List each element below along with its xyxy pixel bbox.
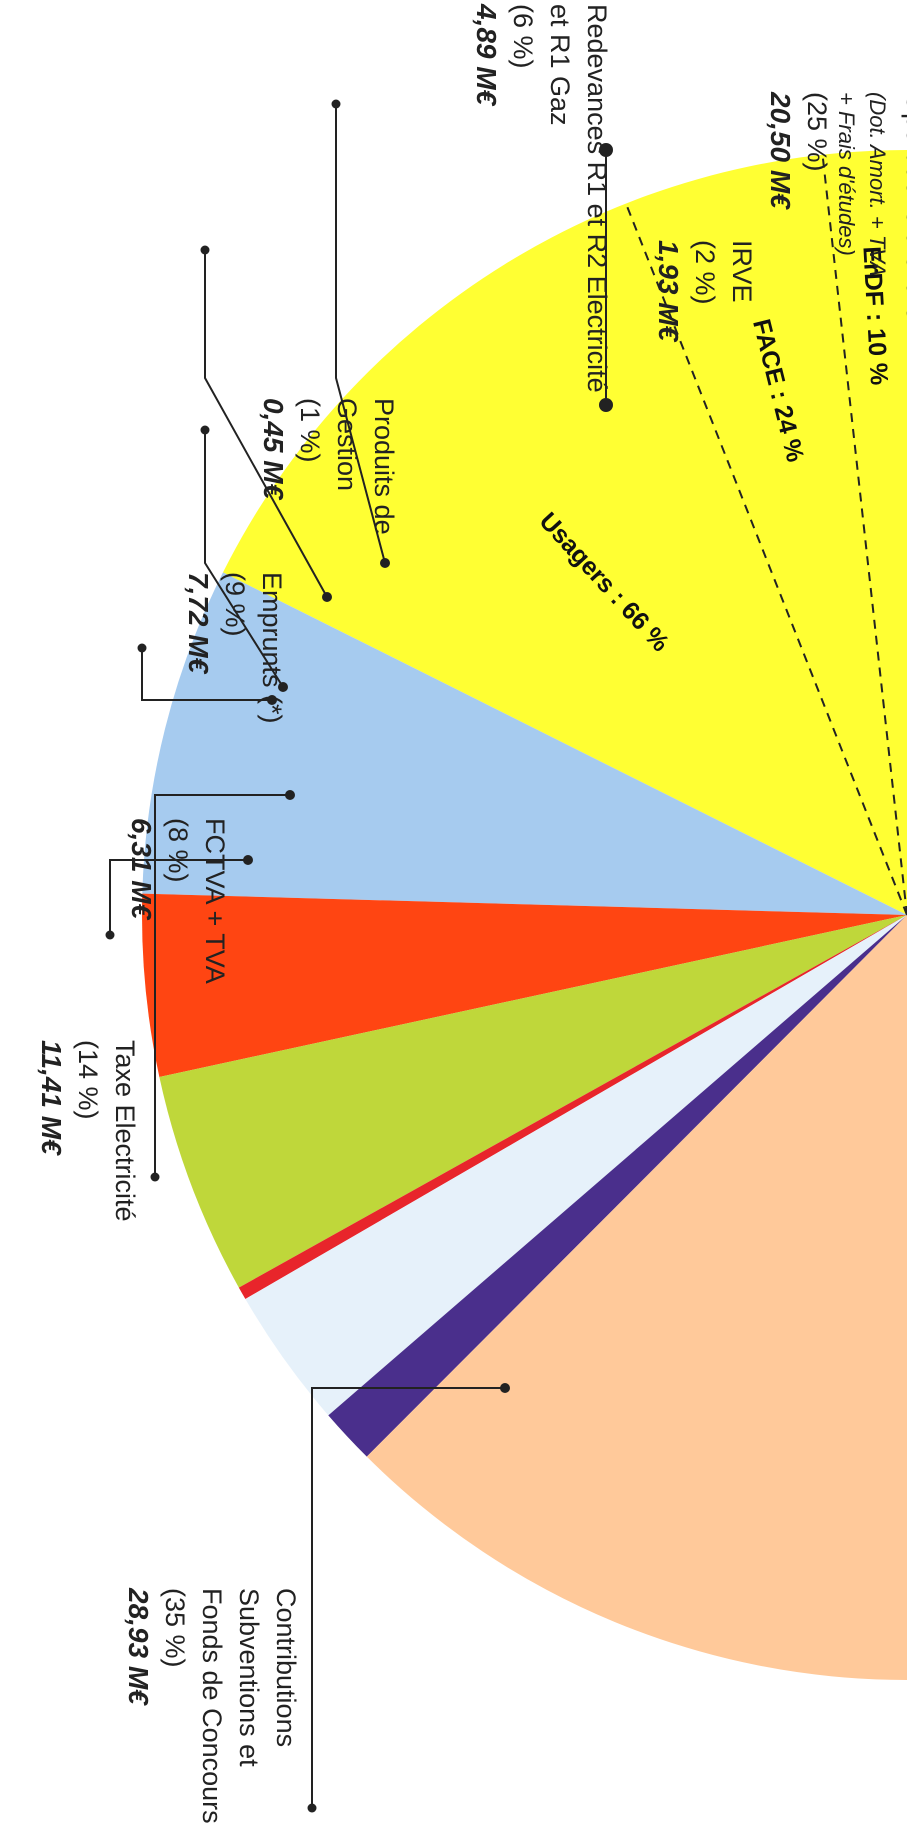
slice-label-produits: Produits de [369,398,399,535]
slice-label-redevances: et R1 Gaz [545,4,575,126]
slice-percent-emprunts: (9 %) [220,572,250,637]
pie-slice-emprunts [159,915,907,1288]
slice-label-contrib: Fonds de Concours [197,1588,227,1824]
leader-end-dot-produits [200,425,210,435]
leader-line-irve [335,104,386,564]
pie-slice-fctva [142,893,907,1078]
slice-label-redevances: Redevances R1 et R2 Electricité [582,4,612,393]
slice-amount-redevances: 4,89 M€ [471,3,502,107]
leader-end-dot-redevances [200,245,210,255]
leader-line-redevances [204,250,328,598]
leader-line-fctva [109,859,248,935]
slice-label-fctva: FCTVA + TVA [200,818,230,984]
slice-amount-taxe: 11,41 M€ [36,1040,67,1156]
slice-percent-ordre: (25 %) [802,92,832,172]
slice-amount-fctva: 6,31 M€ [126,818,157,921]
slice-percent-irve: (2 %) [690,240,720,305]
leader-line-contrib [311,1387,505,1808]
slice-amount-ordre: 20,50 M€ [765,91,796,210]
leader-anchor-dot-fctva [243,855,253,865]
slice-label-produits: Gestion [332,398,362,491]
pie-slice-contrib [222,150,907,915]
leader-anchor-dot-taxe [285,790,295,800]
leader-end-dot-contrib [307,1803,317,1813]
slice-percent-contrib: (35 %) [160,1588,190,1668]
leader-end-dot-ordre [599,143,613,157]
pie-slice-irve [328,915,907,1457]
slice-label-ordre: Opérations d'Ordre [901,92,907,321]
slice-label-emprunts: Emprunts (*) [257,572,287,724]
pie-slice-produits [238,915,907,1300]
leader-anchor-dot-ordre [599,398,613,412]
slice-amount-produits: 0,45 M€ [258,398,289,501]
leader-anchor-dot-produits [278,682,288,692]
leader-end-dot-emprunts [137,643,147,653]
slice-amount-irve: 1,93 M€ [653,240,684,343]
slice-percent-redevances: (6 %) [508,4,538,69]
slice-label-taxe: Taxe Electricité [110,1040,140,1222]
slice-percent-produits: (1 %) [295,398,325,463]
leader-anchor-dot-redevances [322,592,332,602]
slice-amount-emprunts: 7,72 M€ [183,572,214,675]
pie-slice-redevances [245,915,907,1416]
pie-slice-ordre [366,915,907,1680]
slice-label-irve: IRVE [727,240,757,303]
pie-slice-taxe [142,572,907,915]
leader-line-emprunts [141,648,272,701]
leader-end-dot-taxe [150,1172,160,1182]
leader-end-dot-irve [331,99,341,109]
slice-note-ordre: + Frais d'études) [834,92,859,256]
slice-percent-fctva: (8 %) [163,818,193,883]
slice-amount-contrib: 28,93 M€ [123,1587,154,1706]
slice-label-contrib: Subventions et [234,1588,264,1767]
slice-label-contrib: Contributions [271,1588,301,1747]
leader-anchor-dot-contrib [500,1383,510,1393]
leader-line-produits [204,430,284,688]
slice-note-ordre: (Dot. Amort. + TVA [865,92,890,276]
leader-anchor-dot-emprunts [267,695,277,705]
slice-percent-taxe: (14 %) [73,1040,103,1120]
leader-end-dot-fctva [105,930,115,940]
leader-anchor-dot-irve [380,558,390,568]
leader-line-taxe [154,794,290,1177]
